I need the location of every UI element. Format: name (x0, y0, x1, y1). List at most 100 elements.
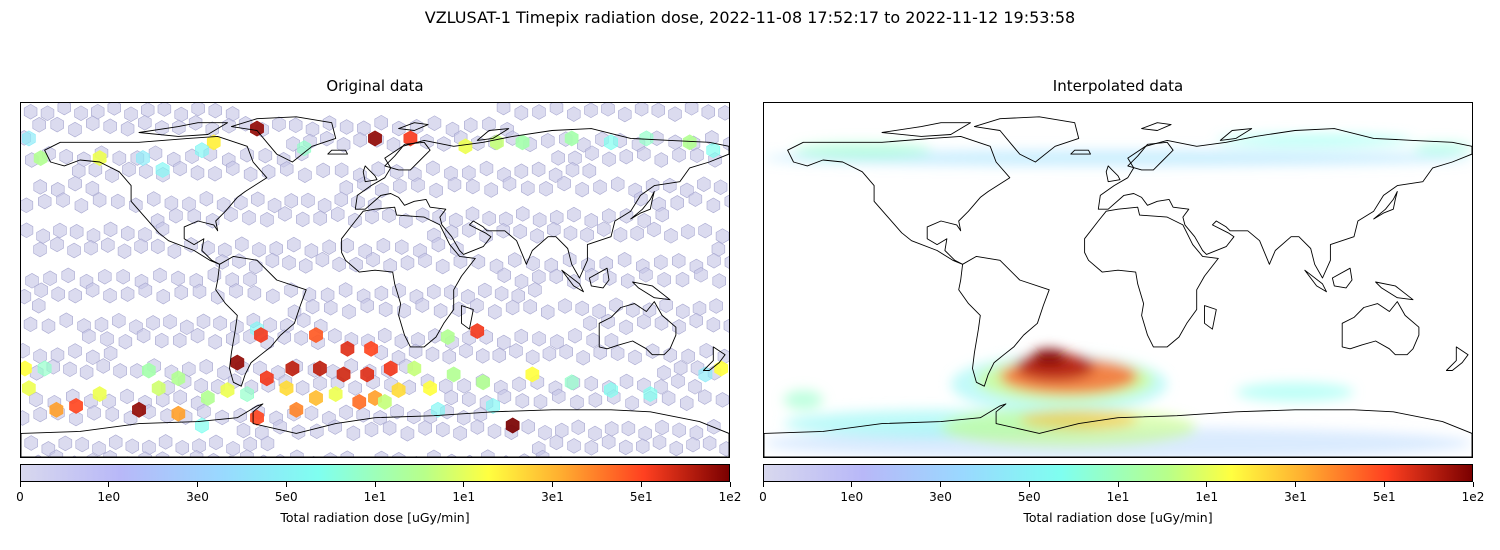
background-hex (400, 255, 415, 271)
background-hex (712, 273, 726, 289)
interpolated-colorbar-ticks: 0 1e0 3e0 5e0 1e1 1e1 3e1 5e1 1e2 (759, 482, 1484, 504)
dose-hex (525, 366, 540, 383)
background-hex (657, 271, 671, 288)
dose-hex-points (21, 120, 728, 434)
background-hex (701, 104, 715, 120)
background-hex (34, 282, 48, 299)
background-hex (38, 193, 52, 210)
background-hex (240, 449, 254, 457)
background-hex (513, 223, 527, 240)
background-hex (550, 334, 564, 350)
colorbar-tick-label: 1e0 (840, 490, 864, 504)
background-hex (626, 302, 640, 318)
colorbar-tick (762, 482, 764, 487)
background-hex (371, 161, 385, 177)
background-hex (397, 302, 411, 319)
background-hex (698, 389, 712, 405)
background-hex (684, 103, 699, 116)
background-hex (378, 301, 393, 318)
background-hex (450, 241, 464, 257)
dose-hex (446, 366, 461, 383)
background-hex (386, 137, 401, 153)
background-hex (348, 212, 362, 229)
dose-hex (220, 382, 235, 399)
coastline-sumatra (561, 269, 584, 293)
right-panel-title: Interpolated data (1052, 77, 1184, 95)
coastline-svalbard (398, 122, 429, 131)
background-hex (215, 409, 229, 426)
background-hex (584, 440, 599, 456)
dose-hex (260, 370, 274, 387)
background-hex (699, 342, 713, 359)
background-hex (278, 206, 292, 222)
coastline-arctic-islands (881, 122, 971, 137)
background-hex (567, 438, 581, 454)
background-hex (584, 103, 598, 119)
dose-hex (378, 393, 392, 410)
coastline-new-zealand (1445, 346, 1469, 371)
interpolated-region (1019, 409, 1138, 430)
colorbar-tick-label: 1e1 (1195, 490, 1219, 504)
background-hex (619, 148, 633, 165)
background-hex (340, 237, 354, 254)
background-hex (134, 238, 148, 254)
background-hex (310, 423, 324, 439)
colorbar-tick (1206, 482, 1208, 487)
background-hex (427, 284, 441, 300)
background-hex (68, 287, 82, 304)
dose-hex (515, 134, 530, 151)
background-hex (209, 434, 223, 451)
background-hex (259, 454, 268, 457)
background-hex (173, 389, 187, 405)
background-hex (146, 315, 160, 331)
coastline-new-guinea (1375, 281, 1414, 301)
background-hex (625, 395, 639, 411)
dose-hex (486, 397, 500, 414)
background-hex (305, 121, 320, 138)
background-hex (138, 282, 153, 299)
dose-hex (171, 370, 186, 387)
background-hex (436, 421, 450, 438)
coastline-svalbard (1141, 122, 1172, 131)
coastline-madagascar (1204, 305, 1217, 330)
dose-hex (206, 134, 221, 151)
background-hex (199, 359, 213, 375)
background-hex (621, 420, 636, 437)
background-hex (280, 161, 294, 177)
dose-hex (201, 390, 215, 406)
background-hex (151, 238, 165, 255)
background-hex (479, 160, 494, 177)
background-hex (464, 117, 478, 133)
background-hex (287, 304, 302, 320)
background-hex (205, 212, 220, 229)
background-hex (528, 282, 542, 298)
colorbar-tick-label: 3e1 (541, 490, 564, 504)
background-hex (481, 449, 495, 457)
coastline-eurasia (354, 128, 729, 279)
background-hex (418, 252, 432, 269)
background-hex (552, 388, 566, 405)
background-hex (525, 349, 540, 365)
coastline-south-america (215, 255, 307, 387)
background-hex (492, 347, 506, 364)
coastline-arctic-islands (138, 122, 228, 137)
background-hex (21, 342, 30, 359)
background-hex (378, 327, 392, 344)
dose-hex (391, 382, 406, 399)
background-hex (247, 285, 262, 301)
colorbar-tick (1028, 482, 1030, 487)
colorbar-tick (197, 482, 198, 487)
background-hex (103, 221, 118, 238)
background-hex (365, 208, 379, 225)
background-hex (478, 282, 492, 299)
background-hex (173, 332, 187, 349)
dose-hex (431, 401, 445, 418)
background-hex (512, 376, 526, 393)
background-hex (113, 363, 127, 379)
background-hex (105, 406, 119, 422)
background-hex (584, 213, 598, 229)
dose-hex (136, 150, 150, 167)
background-hex (101, 237, 115, 253)
background-hex (36, 228, 50, 244)
background-hex (399, 213, 413, 229)
